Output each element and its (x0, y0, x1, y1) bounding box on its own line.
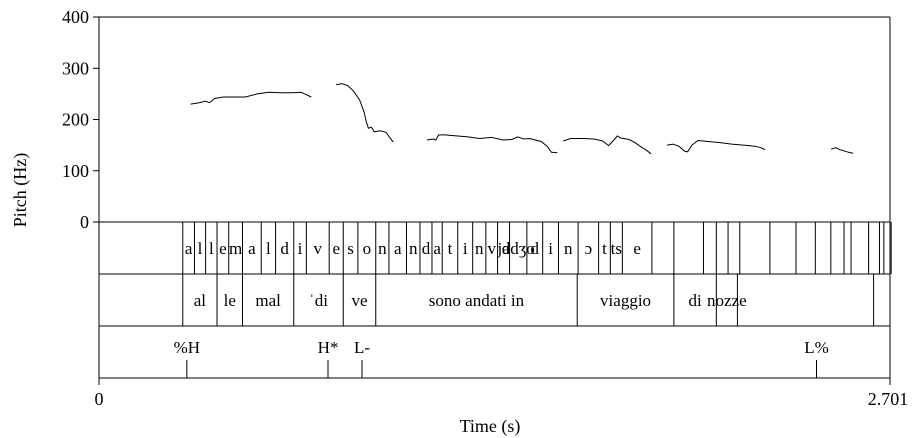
phone-label: t (602, 239, 607, 258)
x-tick-label: 0 (95, 389, 104, 409)
tone-label: L- (354, 338, 370, 357)
pitch-contour (336, 83, 394, 143)
word-label: nozze (707, 291, 747, 310)
word-label: viaggio (600, 291, 651, 310)
tone-label: H* (318, 338, 339, 357)
pitch-contour (190, 91, 312, 105)
word-label: sono andati in (429, 291, 525, 310)
phone-label: n (564, 239, 573, 258)
tone-label: L% (804, 338, 829, 357)
phone-label: l (198, 239, 203, 258)
phone-label: n (378, 239, 387, 258)
phone-label: a (248, 239, 256, 258)
pitch-contour (830, 147, 854, 154)
x-axis: 0 2.701 (95, 378, 909, 409)
y-tick-label: 200 (62, 110, 89, 130)
phone-label: v (314, 239, 323, 258)
phone-label: d (422, 239, 431, 258)
phone-label: ts (611, 239, 622, 258)
y-tick-label: 100 (62, 161, 89, 181)
tone-tier: %H H* L- L% (174, 338, 829, 378)
phone-label: d (531, 239, 540, 258)
phone-label: a (185, 239, 193, 258)
pitch-contour (563, 135, 652, 155)
tone-label: %H (174, 338, 200, 357)
pitch-contour (667, 139, 766, 153)
phone-label: e (332, 239, 340, 258)
phone-label: l (209, 239, 214, 258)
y-tick-label: 400 (62, 7, 89, 27)
phone-label: ɔ (585, 239, 593, 258)
phone-label: i (298, 239, 303, 258)
word-label: ve (351, 291, 367, 310)
y-axis-label: Pitch (Hz) (10, 153, 31, 227)
pitch-track (190, 83, 854, 155)
word-label: ˈdi (309, 291, 328, 310)
plot-frames (98, 16, 891, 379)
phone-label: l (266, 239, 271, 258)
word-label: di (688, 291, 702, 310)
phone-label: m (229, 239, 242, 258)
y-tick-label: 0 (80, 212, 89, 232)
phone-label: i (548, 239, 553, 258)
phone-label: i (463, 239, 468, 258)
pitch-contour (426, 134, 558, 154)
y-axis-ticks: 0 100 200 300 400 (62, 7, 99, 232)
word-label: al (194, 291, 207, 310)
phone-label: e (633, 239, 641, 258)
phone-label: n (475, 239, 484, 258)
phone-label: n (409, 239, 418, 258)
phone-label: v (487, 239, 496, 258)
phone-label: d (280, 239, 289, 258)
y-tick-label: 300 (62, 58, 89, 78)
x-axis-label: Time (s) (460, 416, 521, 437)
phone-label: o (363, 239, 372, 258)
phone-label: a (433, 239, 441, 258)
phone-label: ja (496, 239, 510, 258)
phone-label: s (347, 239, 354, 258)
phone-label: t (448, 239, 453, 258)
x-tick-label: 2.701 (868, 389, 909, 409)
phone-label: e (219, 239, 227, 258)
phone-label: ddʒo (502, 239, 535, 258)
word-label: mal (255, 291, 281, 310)
phone-label: a (394, 239, 402, 258)
word-label: le (224, 291, 236, 310)
word-tier: al le mal ˈdi ve sono andati in viaggio di nozze (182, 274, 875, 326)
